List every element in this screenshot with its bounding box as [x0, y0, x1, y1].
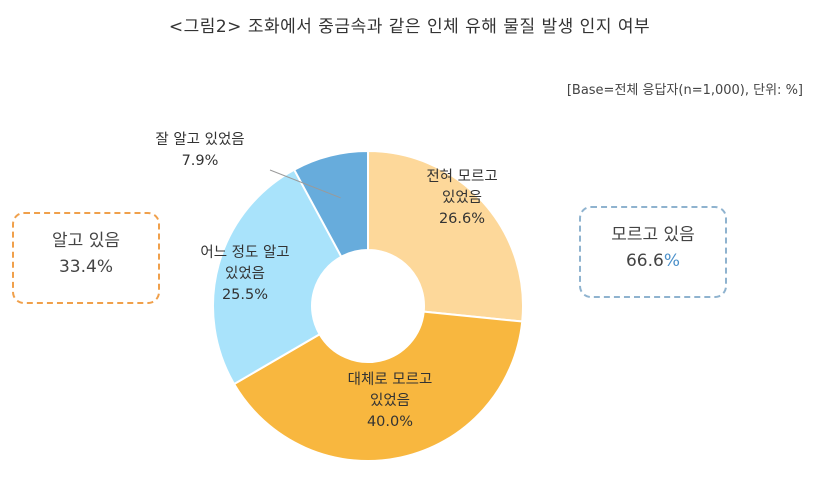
slice-label-4: 잘 알고 있었음 7.9% [155, 130, 244, 172]
slice-label-line: 잘 알고 있었음 [155, 132, 245, 148]
unknown-group-value-wrap: 66.6% [581, 248, 725, 274]
leader-line [269, 169, 341, 199]
slice-label-line: 있었음 [441, 190, 483, 206]
unknown-group-value-suffix: % [663, 251, 680, 271]
unknown-group-label: 모르고 있음 [611, 225, 695, 245]
donut-slice-2 [232, 310, 524, 462]
slice-label-line: 전혀 모르고 [426, 169, 498, 185]
base-note: [Base=전체 응답자(n=1,000), 단위: %] [566, 83, 803, 98]
slice-label-line: 있었음 [369, 393, 411, 409]
known-group-label: 알고 있음 [52, 231, 120, 251]
figure-title: <그림2> 조화에서 중금속과 같은 인체 유해 물질 발생 인지 여부 [168, 17, 651, 37]
slice-value-label: 40.0% [366, 414, 414, 430]
slice-label-line: 있었음 [224, 266, 266, 282]
known-group-box: 알고 있음 33.4% [12, 212, 160, 304]
unknown-group-box: 모르고 있음 66.6% [579, 206, 727, 298]
known-group-value: 33.4% [58, 257, 113, 277]
slice-value-label: 7.9% [181, 153, 219, 169]
slice-label-line: 대체로 모르고 [347, 372, 433, 388]
slice-value-label: 26.6% [438, 211, 486, 227]
donut-slice-3 [212, 168, 343, 386]
donut-slice-1 [367, 149, 524, 323]
slice-label-line: 어느 정도 알고 [200, 245, 290, 261]
donut-slice-4 [292, 149, 369, 259]
unknown-group-value: 66.6 [625, 251, 664, 271]
slice-value-label: 25.5% [221, 287, 269, 303]
